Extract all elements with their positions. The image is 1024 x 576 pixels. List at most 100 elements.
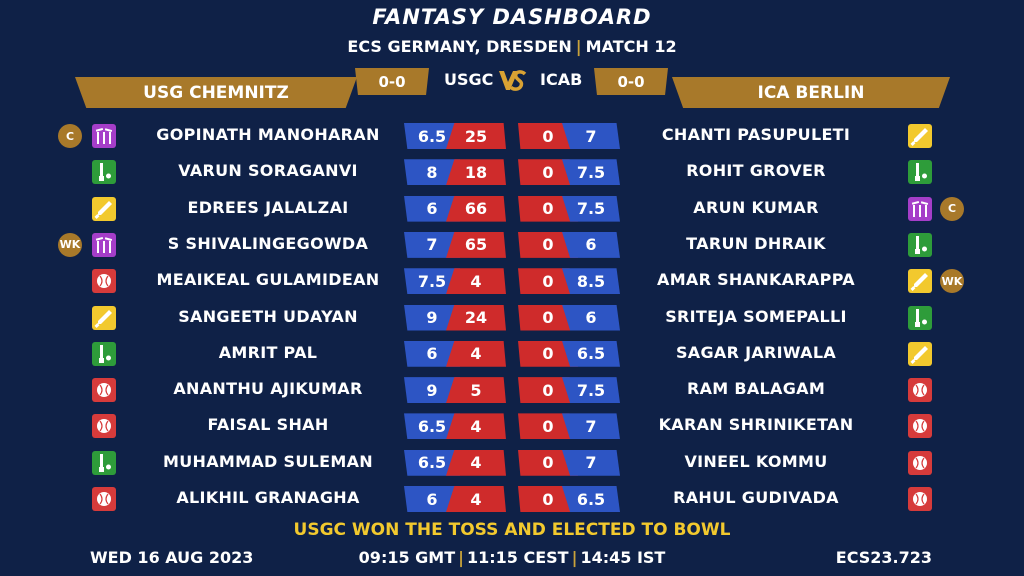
bat-ball-icon <box>908 232 932 257</box>
match-code: ECS23.723 <box>835 548 932 567</box>
right-player-name: CHANTI PASUPULETI <box>661 125 851 144</box>
left-points: 4 <box>446 340 506 367</box>
player-row: EDREES JALALZAI 6 66 0 7.5 ARUN KUMAR C <box>0 194 1024 224</box>
time-separator: | <box>458 548 464 567</box>
right-credit: 7 <box>562 413 620 440</box>
player-row: VARUN SORAGANVI 8 18 0 7.5 ROHIT GROVER <box>0 157 1024 187</box>
bat-icon <box>908 124 932 148</box>
bat-ball-icon <box>92 160 116 185</box>
right-player-name: SAGAR JARIWALA <box>675 342 836 362</box>
player-row: WK S SHIVALINGEGOWDA 7 65 0 6 TARUN DHRAIK <box>0 230 1024 260</box>
left-points: 5 <box>446 377 506 404</box>
bat-ball-icon <box>92 450 116 475</box>
match-subtitle: ECS GERMANY, DRESDEN | MATCH 12 <box>0 37 1024 56</box>
team-right-banner: ICA BERLIN <box>672 77 950 108</box>
team-left-score: 0-0 <box>355 68 429 95</box>
match-times: 09:15 GMT | 11:15 CEST | 14:45 IST <box>0 548 1024 567</box>
right-player-name: SRITEJA SOMEPALLI <box>665 306 847 326</box>
ball-icon <box>92 414 116 439</box>
player-row: MUHAMMAD SULEMAN 6.5 4 0 7 VINEEL KOMMU <box>0 448 1024 478</box>
ball-icon <box>908 487 932 511</box>
player-row: C GOPINATH MANOHARAN 6.5 25 0 7 CHANTI PASUPUL… <box>0 121 1024 151</box>
left-player-name: GOPINATH MANOHARAN <box>156 125 380 144</box>
left-points: 4 <box>446 268 506 295</box>
right-player-name: RAHUL GUDIVADA <box>673 488 839 507</box>
versus-glyph <box>499 70 527 91</box>
time-gmt: 09:15 GMT <box>358 548 456 567</box>
right-credit: 7.5 <box>562 377 620 404</box>
right-badge: C <box>940 196 964 221</box>
bat-icon <box>908 269 932 294</box>
right-credit: 6 <box>562 304 620 331</box>
right-credit: 7.5 <box>562 159 620 186</box>
right-player-name: ARUN KUMAR <box>693 197 819 217</box>
bat-icon <box>92 196 116 221</box>
left-points: 25 <box>446 123 506 149</box>
player-row: AMRIT PAL 6 4 0 6.5 SAGAR JARIWALA <box>0 339 1024 369</box>
stumps-icon <box>92 232 116 257</box>
left-badge: WK <box>58 232 82 257</box>
bat-ball-icon <box>908 305 932 330</box>
left-points: 18 <box>446 159 506 186</box>
page-title: FANTASY DASHBOARD <box>372 5 652 29</box>
player-row: FAISAL SHAH 6.5 4 0 7 KARAN SHRINIKETAN <box>0 411 1024 441</box>
player-row: SANGEETH UDAYAN 9 24 0 6 SRITEJA SOMEPALLI <box>0 303 1024 333</box>
right-credit: 7 <box>562 123 620 149</box>
left-player-name: MUHAMMAD SULEMAN <box>163 451 373 471</box>
subtitle-separator: | <box>575 37 582 56</box>
ball-icon <box>92 487 116 511</box>
ball-icon <box>92 378 116 403</box>
ball-icon <box>908 414 932 439</box>
left-points: 4 <box>446 413 506 440</box>
right-credit: 6.5 <box>562 486 620 512</box>
left-badge: C <box>58 124 82 148</box>
left-points: 65 <box>446 231 506 258</box>
player-row: ALIKHIL GRANAGHA 6 4 0 6.5 RAHUL GUDIVADA <box>0 484 1024 514</box>
stumps-icon <box>92 124 116 148</box>
left-points: 66 <box>446 195 506 222</box>
right-player-name: ROHIT GROVER <box>686 161 826 181</box>
bat-icon <box>908 341 932 366</box>
bat-icon <box>92 305 116 330</box>
time-separator: | <box>571 548 578 567</box>
left-player-name: EDREES JALALZAI <box>187 197 349 217</box>
team-left-abbr: USGC <box>444 70 494 89</box>
time-ist: 14:45 IST <box>580 548 666 567</box>
left-player-name: ALIKHIL GRANAGHA <box>176 488 360 507</box>
ball-icon <box>908 378 932 403</box>
left-points: 24 <box>446 304 506 331</box>
time-cest: 11:15 CEST <box>466 548 569 567</box>
right-player-name: VINEEL KOMMU <box>684 451 828 471</box>
right-badge: WK <box>940 269 964 294</box>
left-player-name: MEAIKEAL GULAMIDEAN <box>156 270 380 290</box>
stumps-icon <box>908 196 932 221</box>
team-left-banner: USG CHEMNITZ <box>75 77 357 108</box>
match-number-label: MATCH 12 <box>585 37 677 56</box>
right-player-name: TARUN DHRAIK <box>686 233 826 253</box>
left-player-name: FAISAL SHAH <box>207 415 329 435</box>
team-right-score: 0-0 <box>594 68 668 95</box>
versus-icon <box>497 68 527 99</box>
right-credit: 7.5 <box>562 195 620 222</box>
left-player-name: AMRIT PAL <box>218 342 318 362</box>
right-player-name: AMAR SHANKARAPPA <box>657 270 855 290</box>
left-points: 4 <box>446 449 506 476</box>
ball-icon <box>92 269 116 294</box>
right-credit: 7 <box>562 449 620 476</box>
player-row: ANANTHU AJIKUMAR 9 5 0 7.5 RAM BALAGAM <box>0 375 1024 405</box>
toss-result: USGC WON THE TOSS AND ELECTED TO BOWL <box>293 520 731 540</box>
left-player-name: VARUN SORAGANVI <box>178 161 358 181</box>
player-row: MEAIKEAL GULAMIDEAN 7.5 4 0 8.5 AMAR SHANKARA… <box>0 266 1024 296</box>
bat-ball-icon <box>908 160 932 185</box>
right-player-name: RAM BALAGAM <box>686 379 826 399</box>
bat-ball-icon <box>92 341 116 366</box>
team-right-abbr: ICAB <box>540 70 583 89</box>
right-credit: 8.5 <box>562 268 620 295</box>
left-player-name: ANANTHU AJIKUMAR <box>173 379 363 399</box>
right-credit: 6 <box>562 231 620 258</box>
venue-label: ECS GERMANY, DRESDEN <box>347 37 572 56</box>
left-player-name: SANGEETH UDAYAN <box>178 306 358 326</box>
left-points: 4 <box>446 486 506 512</box>
right-credit: 6.5 <box>562 340 620 367</box>
match-date: WED 16 AUG 2023 <box>90 548 254 567</box>
